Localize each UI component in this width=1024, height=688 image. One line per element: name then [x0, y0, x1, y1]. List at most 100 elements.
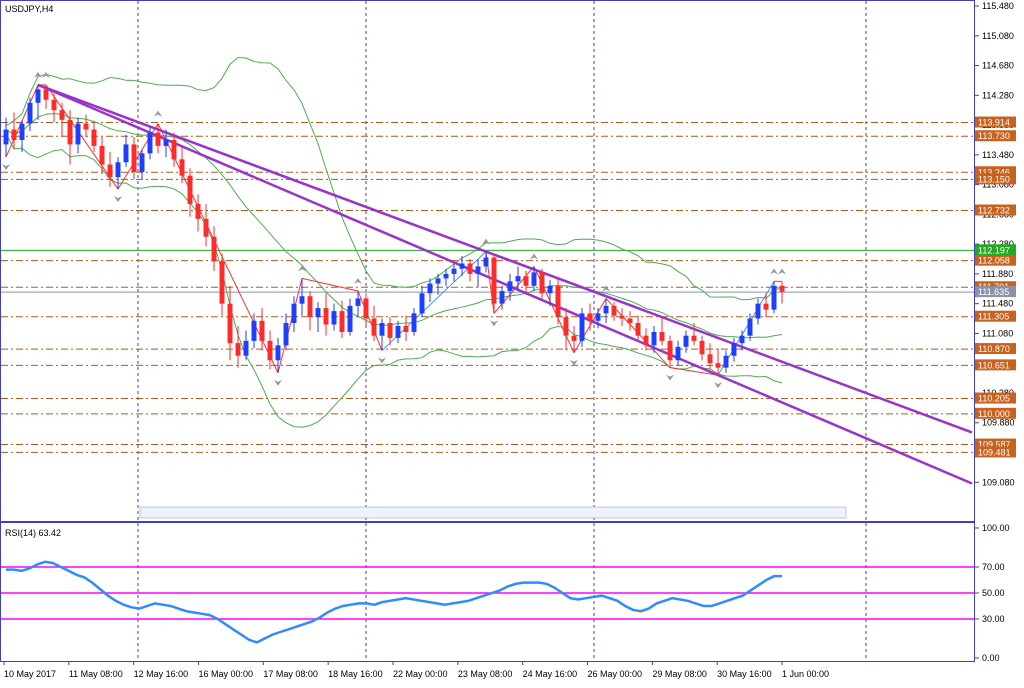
zigzag-segment [493, 266, 535, 314]
candle-body [643, 335, 649, 346]
level-price-label: 110.651 [978, 360, 1010, 370]
price-tick-label: 113.080 [982, 180, 1014, 190]
level-price-label-bg [975, 254, 1016, 266]
candle-body [435, 278, 441, 284]
candle-body [587, 313, 593, 321]
fractal-up-marker [154, 110, 162, 117]
candle-body [43, 89, 49, 100]
candle-body [323, 308, 329, 325]
candle-body [659, 331, 665, 341]
candle-body [371, 318, 377, 336]
candle-body [475, 266, 481, 274]
level-price-label-bg [975, 173, 1016, 185]
level-price-label: 110.870 [978, 344, 1010, 354]
time-tick-label: 26 May 00:00 [588, 669, 643, 679]
candle-body [555, 285, 561, 318]
time-tick-label: 1 Jun 00:00 [782, 669, 829, 679]
zigzag-segment [301, 277, 359, 292]
time-tick-label: 29 May 08:00 [652, 669, 707, 679]
candle-body [515, 276, 521, 282]
level-price-label: 113.246 [978, 167, 1010, 177]
level-price-label: 111.305 [978, 312, 1009, 322]
fractal-up-marker [778, 268, 786, 275]
rsi-title: RSI(14) 63.42 [5, 528, 61, 538]
candle-body [259, 320, 265, 341]
level-price-label: 113.150 [978, 174, 1010, 184]
level-price-label-bg [975, 310, 1016, 322]
candle-body [179, 159, 185, 176]
candle-body [419, 293, 425, 314]
candle-body [107, 164, 113, 178]
rsi-line [6, 560, 782, 644]
candle-body [483, 257, 489, 267]
candle-body [771, 285, 777, 310]
candle-body [411, 313, 417, 332]
time-tick-label: 22 May 00:00 [393, 669, 448, 679]
candle-body [331, 311, 337, 325]
resistance-price-label-bg [975, 244, 1016, 256]
candle-body [531, 272, 537, 286]
zigzag-segment [357, 290, 383, 351]
candle-body [339, 311, 345, 332]
rsi-frame [0, 522, 975, 662]
candle-body [235, 343, 241, 356]
level-price-label-bg [975, 343, 1016, 355]
candle-body [723, 355, 729, 368]
candle-body [763, 303, 769, 310]
bollinger-lower [5, 133, 783, 428]
candle-body [403, 326, 409, 332]
candle-body [139, 153, 145, 172]
candle-body [523, 276, 529, 286]
candle-body [227, 303, 233, 344]
candle-body [195, 203, 201, 219]
candle-body [459, 263, 465, 269]
time-tick-label: 18 May 16:00 [328, 669, 383, 679]
candle-body [59, 110, 65, 120]
price-tick-label: 112.280 [982, 239, 1014, 249]
candle-body [171, 139, 177, 160]
price-tick-label: 109.080 [982, 477, 1015, 487]
candle-body [163, 139, 169, 146]
candle-body [467, 263, 473, 274]
candle-body [267, 340, 273, 361]
rsi-tick-label: 100.00 [982, 523, 1010, 533]
candle-body [755, 303, 761, 319]
candle-body [203, 218, 209, 237]
time-tick-label: 17 May 08:00 [263, 669, 318, 679]
level-price-label: 113.730 [978, 131, 1010, 141]
bollinger-bands [5, 56, 783, 428]
candle-body [299, 296, 305, 304]
fractal-down-marker [666, 374, 674, 381]
level-price-label-bg [975, 392, 1016, 404]
candle-body [355, 298, 361, 306]
candle-body [547, 285, 553, 294]
candle-body [747, 318, 753, 336]
level-price-label: 110.000 [978, 409, 1010, 419]
bollinger-upper [5, 56, 783, 301]
candle-body [27, 102, 33, 124]
time-tick-label: 23 May 08:00 [458, 669, 513, 679]
fractal-up-marker [770, 268, 778, 275]
price-tick-label: 114.680 [982, 61, 1014, 71]
fractal-up-marker [354, 278, 362, 285]
rsi-tick-label: 50.00 [982, 588, 1005, 598]
candle-body [507, 281, 513, 292]
candle-body [635, 323, 641, 336]
candle-body [11, 129, 17, 140]
candle-body [667, 340, 673, 361]
level-price-label-bg [975, 130, 1016, 142]
candle-body [379, 323, 385, 336]
candle-body [539, 272, 545, 294]
candle-body [251, 320, 257, 341]
horizontal-levels [1, 122, 974, 453]
fractal-down-marker [114, 196, 122, 203]
candle-body [283, 323, 289, 346]
candle-body [99, 145, 105, 165]
current-price-label-bg [975, 286, 1016, 298]
zigzag-segment [157, 123, 279, 374]
price-tick-label: 109.880 [982, 418, 1015, 428]
candle-body [595, 313, 601, 321]
fractal-down-marker [274, 379, 282, 386]
fractal-markers [2, 71, 786, 389]
